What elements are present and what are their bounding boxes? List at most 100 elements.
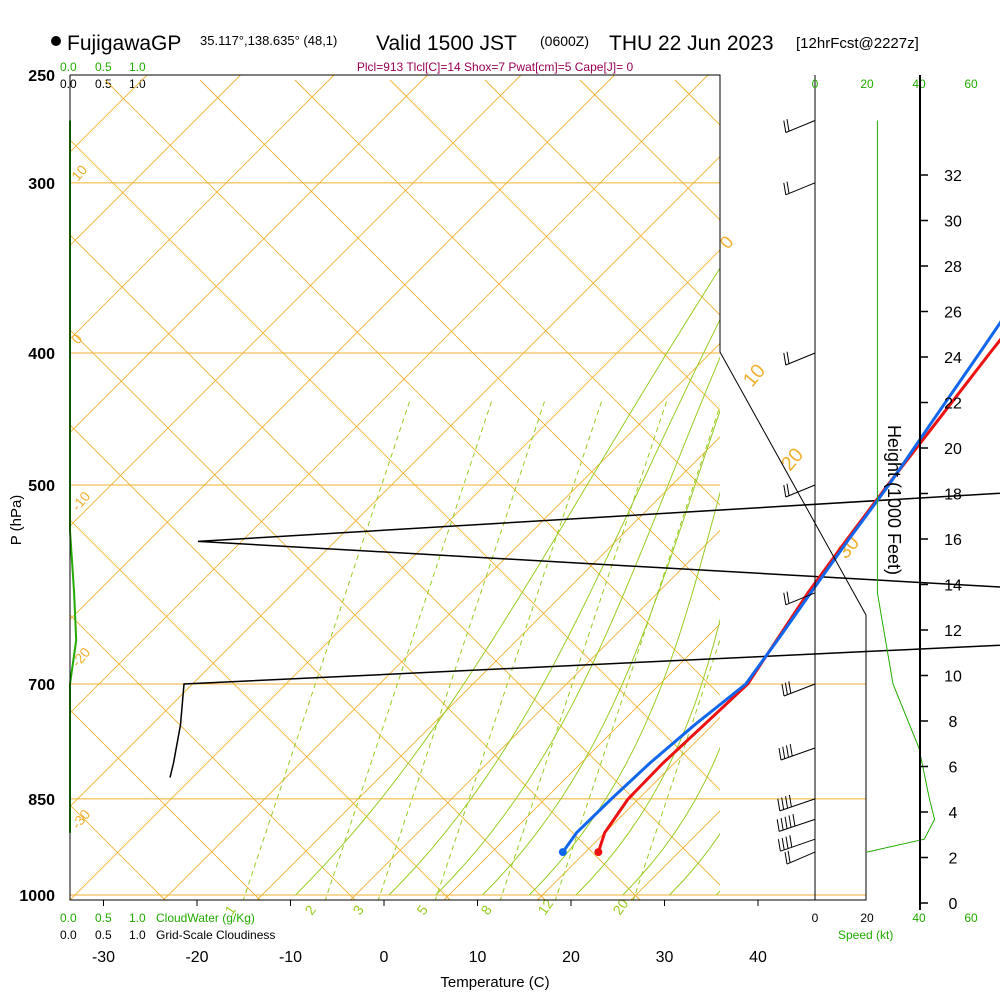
bottom-black-tick: 0.5 [95,928,112,942]
x-tick-label: 30 [656,949,674,966]
cloudwater-line [69,120,78,833]
isobar-lines [70,74,866,896]
pressure-tick-label: 1000 [19,888,55,905]
x-tick-label: -30 [92,949,115,966]
cloudiness-label: Grid-Scale Cloudiness [156,928,275,942]
dry-adiabat-line [70,139,720,791]
plot-frame [69,74,867,901]
x-tick-label: 0 [380,949,389,966]
wind-barb-feather [783,592,787,605]
wind-barb-feather [787,850,791,863]
height-tick-label: 10 [944,669,962,686]
moist-adiabat-line [575,618,720,896]
dry-adiabat-line [70,614,356,900]
wind-barb-feather [785,836,789,849]
wind-barb-feather [781,837,785,850]
isotherm-line [818,75,1000,900]
height-tick-label: 0 [949,896,958,913]
height-tick-label: 28 [944,259,962,276]
height-tick-label: 2 [949,851,958,868]
mixing-ratio-label: 12 [534,896,556,918]
cloud-profiles [69,120,1000,833]
wind-barb-feather [777,798,781,811]
wind-barb-feather [786,181,790,194]
station-dot-icon [51,36,61,46]
bottom-scale-black: 0.0 0.5 1.0 Grid-Scale Cloudiness [60,928,275,942]
wind-speed-tick-top: 60 [964,77,978,91]
isotherm-line [163,342,720,900]
wind-speed-tick-bottom: 0 [812,911,819,925]
pressure-tick-label: 850 [28,792,55,809]
height-tick-label: 16 [944,532,962,549]
wind-barb-staff [783,683,816,697]
isotherm-line [350,529,720,900]
isotherm-line [70,75,709,714]
bottom-black-tick: 1.0 [129,928,146,942]
height-tick-label: 22 [944,396,962,413]
isotherm-line [256,436,720,900]
moist-adiabat-line [622,746,720,896]
x-tick-label: 40 [749,949,767,966]
valid-utc: (0600Z) [540,33,589,49]
wind-barb-staff [785,120,816,133]
wind-speed-tick-top: 0 [812,77,819,91]
dry-adiabat-line [70,709,261,900]
top-black-tick: 0.5 [95,77,112,91]
wind-barb-feather [788,681,792,694]
wind-barb-feather [781,797,785,810]
height-tick-label: 8 [949,714,958,731]
x-tick-label: -20 [185,949,208,966]
wind-barb-staff [785,484,816,498]
stability-indices: Plcl=913 Tlcl[C]=14 Shox=7 Pwat[cm]=5 Ca… [357,60,634,74]
moist-adiabat-line [715,890,720,896]
x-tick-label: -10 [279,949,302,966]
pressure-tick-label: 250 [28,68,55,85]
temperature-line [596,337,1000,853]
dry-adiabat-line [579,79,720,221]
moist-adiabat-line [435,356,720,896]
sounding-series [558,320,1000,857]
wind-barb-feather [789,743,793,757]
y-axis-title: P (hPa) [8,495,25,546]
mixing-ratio-line [632,638,720,900]
isotherm-line [537,716,720,900]
wind-barb-feather [783,352,787,366]
dry-adiabat-line [294,79,720,506]
wind-barb-feather [777,839,781,852]
wind-barb-feather [786,483,790,496]
wind-speed-tick-bottom: 40 [912,911,926,925]
cloudiness-line [169,492,1000,778]
top-green-tick: 0.5 [95,60,112,74]
x-tick-label: 10 [469,949,487,966]
wind-barb-staff [780,747,816,761]
dry-adiabat-line [199,79,720,601]
isotherm-line [443,623,720,900]
dry-adiabat-line [70,519,451,900]
wind-speed-ticks: 00202040406060 [812,77,978,925]
forecast-info: [12hrFcst@2227z] [796,35,919,52]
mixing-ratio-label: 3 [349,902,367,918]
wind-barb-feather [789,835,793,848]
height-tick-label: 14 [944,578,962,595]
dewpoint-line [561,320,1000,853]
top-green-tick: 0.0 [60,60,77,74]
wind-barb-staff [785,592,816,606]
height-tick-label: 26 [944,305,962,322]
mixing-ratio-label: 2 [301,902,319,918]
wind-barb-feather [776,819,780,832]
wind-barb-feather [785,745,789,758]
height-tick-label: 4 [949,805,958,822]
wind-barb-feather [782,746,786,759]
wind-barb-feather [783,484,787,498]
wind-barb-feather [786,351,790,364]
isotherm-line [70,75,148,153]
isotherm-line [70,75,335,340]
wind-speed-tick-bottom: 20 [860,911,874,925]
height-tick-label: 30 [944,214,962,231]
pressure-tick-label: 500 [28,478,55,495]
dry-adiabat-line [484,79,720,316]
wind-barb-feather [784,682,788,695]
